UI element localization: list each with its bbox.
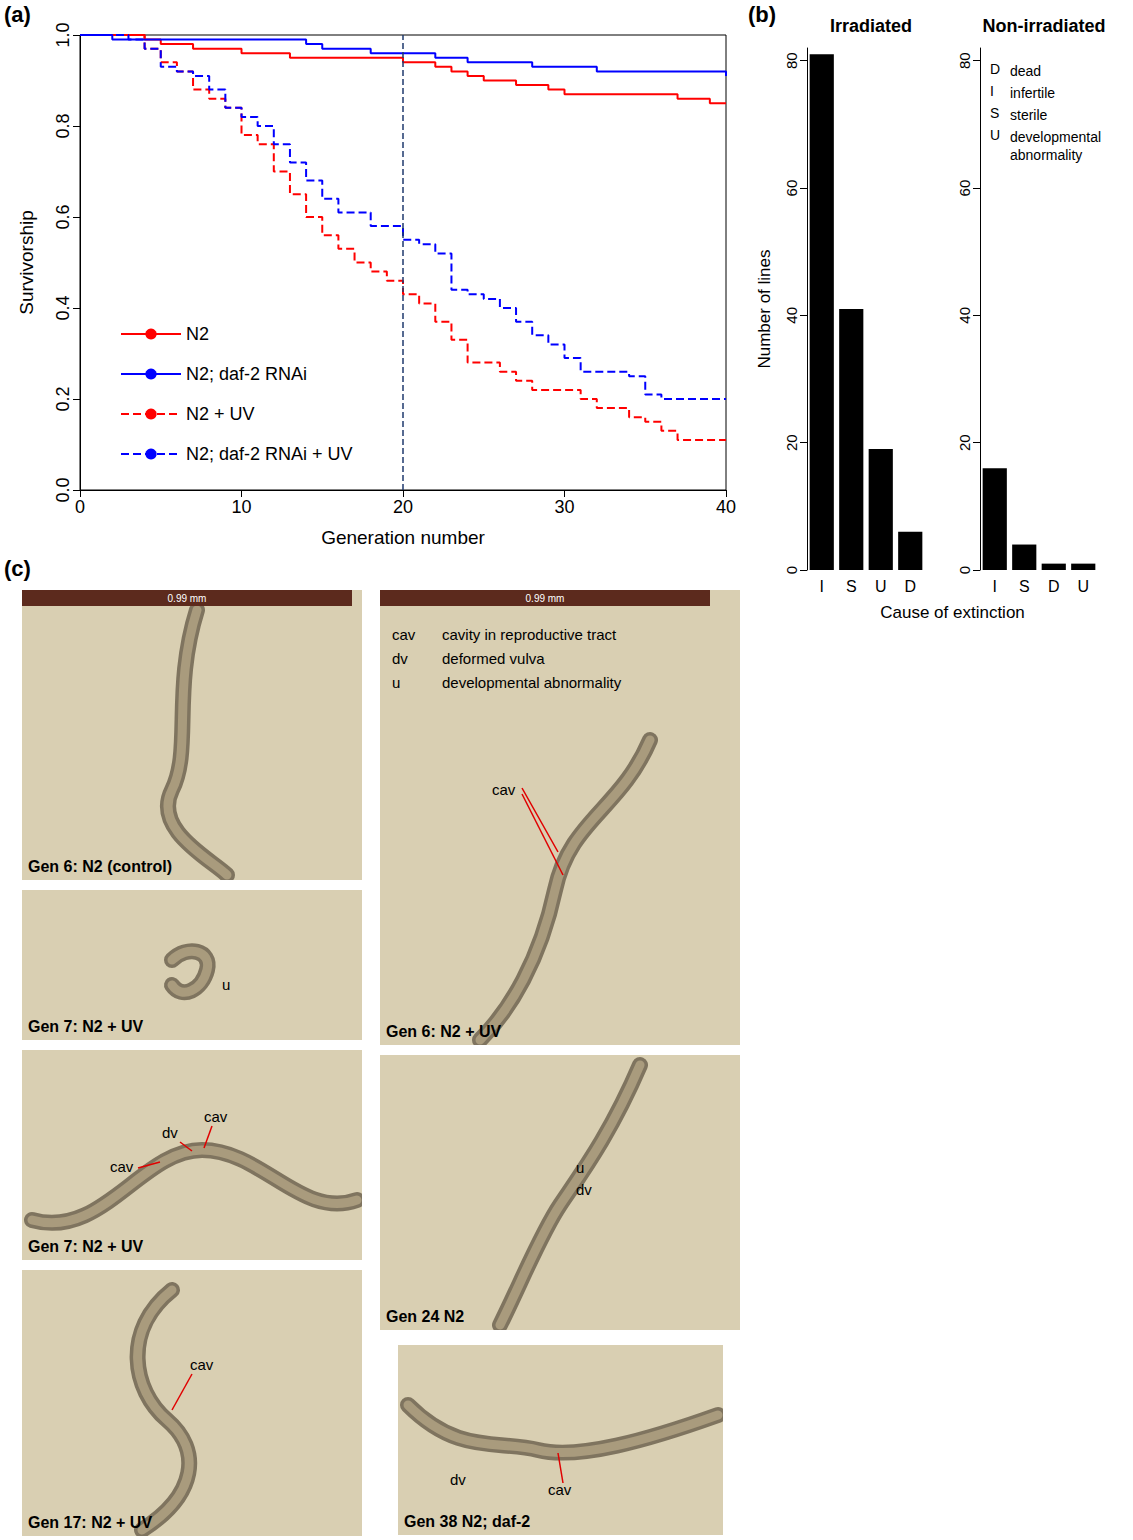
svg-text:cav: cav (548, 1481, 572, 1498)
svg-text:dv: dv (392, 650, 408, 667)
svg-text:0.6: 0.6 (53, 204, 73, 229)
svg-text:Gen 7: N2 + UV: Gen 7: N2 + UV (28, 1018, 143, 1035)
svg-text:Gen 17: N2 + UV: Gen 17: N2 + UV (28, 1514, 152, 1531)
svg-text:N2: N2 (186, 324, 209, 344)
svg-text:dead: dead (1010, 63, 1041, 79)
svg-text:u: u (576, 1159, 584, 1176)
svg-text:0.99 mm: 0.99 mm (526, 593, 565, 604)
svg-text:0: 0 (956, 566, 973, 574)
svg-text:abnormality: abnormality (1010, 147, 1082, 163)
svg-text:dv: dv (162, 1124, 178, 1141)
html-text:(b): (b) (748, 2, 777, 27)
svg-text:0.99 mm: 0.99 mm (168, 593, 207, 604)
svg-text:Non-irradiated: Non-irradiated (982, 16, 1105, 36)
svg-text:S: S (1019, 578, 1030, 595)
svg-text:S: S (990, 105, 999, 121)
svg-text:D: D (1048, 578, 1060, 595)
svg-text:U: U (990, 127, 1000, 143)
svg-text:u: u (392, 674, 400, 691)
svg-text:0.0: 0.0 (53, 477, 73, 502)
svg-text:Gen 24 N2: Gen 24 N2 (386, 1308, 464, 1325)
svg-text:I: I (820, 578, 824, 595)
svg-text:Generation number: Generation number (321, 527, 485, 548)
svg-text:30: 30 (554, 497, 574, 517)
svg-text:developmental: developmental (1010, 129, 1101, 145)
svg-text:deformed vulva: deformed vulva (442, 650, 545, 667)
svg-text:Cause of extinction: Cause of extinction (880, 603, 1025, 622)
svg-text:0.8: 0.8 (53, 113, 73, 138)
html-text:(a): (a) (4, 2, 31, 27)
svg-text:Gen 6: N2 + UV: Gen 6: N2 + UV (386, 1023, 501, 1040)
svg-text:0: 0 (783, 566, 800, 574)
svg-text:0: 0 (75, 497, 85, 517)
svg-text:U: U (875, 578, 887, 595)
svg-text:N2; daf-2 RNAi + UV: N2; daf-2 RNAi + UV (186, 444, 353, 464)
svg-text:40: 40 (716, 497, 736, 517)
svg-text:20: 20 (393, 497, 413, 517)
html-text:(c): (c) (4, 556, 31, 581)
svg-text:N2; daf-2 RNAi: N2; daf-2 RNAi (186, 364, 307, 384)
svg-text:Gen 6: N2 (control): Gen 6: N2 (control) (28, 858, 172, 875)
svg-text:D: D (904, 578, 916, 595)
svg-text:cavity in reproductive tract: cavity in reproductive tract (442, 626, 617, 643)
svg-text:developmental abnormality: developmental abnormality (442, 674, 622, 691)
svg-text:cav: cav (190, 1356, 214, 1373)
svg-text:40: 40 (956, 307, 973, 324)
svg-text:Irradiated: Irradiated (830, 16, 912, 36)
svg-text:infertile: infertile (1010, 85, 1055, 101)
svg-text:I: I (990, 83, 994, 99)
svg-text:cav: cav (204, 1108, 228, 1125)
svg-text:60: 60 (956, 180, 973, 197)
svg-text:D: D (990, 61, 1000, 77)
svg-text:80: 80 (783, 52, 800, 69)
svg-text:Gen 38 N2; daf-2: Gen 38 N2; daf-2 (404, 1513, 530, 1530)
svg-text:Number of lines: Number of lines (755, 249, 774, 368)
svg-text:sterile: sterile (1010, 107, 1048, 123)
svg-text:0.4: 0.4 (53, 295, 73, 320)
svg-text:Survivorship: Survivorship (16, 210, 37, 315)
svg-text:0.2: 0.2 (53, 386, 73, 411)
svg-text:U: U (1077, 578, 1089, 595)
svg-text:10: 10 (231, 497, 251, 517)
svg-text:60: 60 (783, 180, 800, 197)
svg-text:80: 80 (956, 52, 973, 69)
svg-text:N2 + UV: N2 + UV (186, 404, 255, 424)
svg-text:40: 40 (783, 307, 800, 324)
svg-text:dv: dv (576, 1181, 592, 1198)
svg-text:cav: cav (392, 626, 416, 643)
svg-text:20: 20 (956, 434, 973, 451)
svg-text:20: 20 (783, 434, 800, 451)
svg-text:S: S (846, 578, 857, 595)
svg-text:1.0: 1.0 (53, 22, 73, 47)
svg-text:cav: cav (110, 1158, 134, 1175)
svg-text:dv: dv (450, 1471, 466, 1488)
svg-text:Gen 7: N2 + UV: Gen 7: N2 + UV (28, 1238, 143, 1255)
svg-text:u: u (222, 976, 230, 993)
svg-text:I: I (993, 578, 997, 595)
svg-text:cav: cav (492, 781, 516, 798)
